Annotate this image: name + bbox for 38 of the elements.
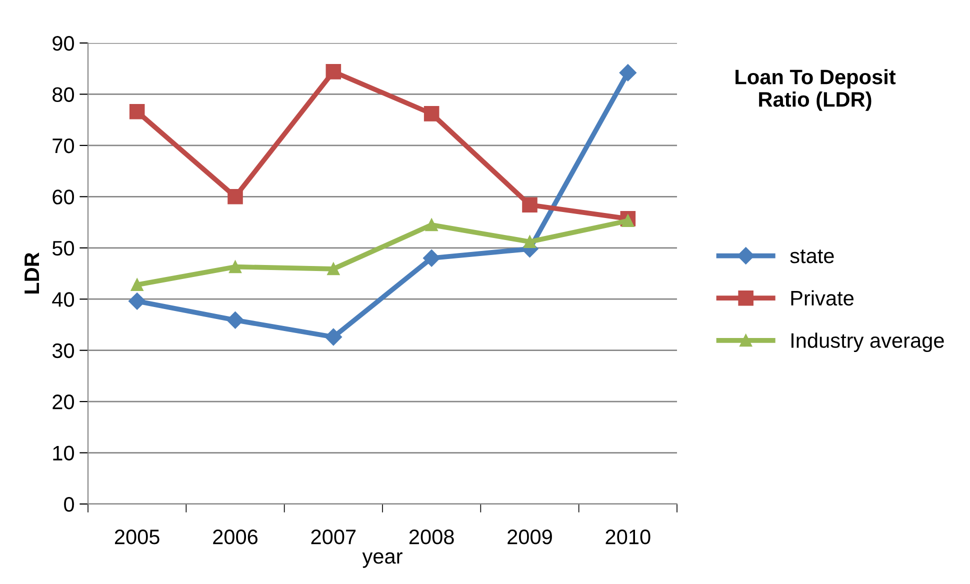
y-tick-label: 20 bbox=[52, 394, 74, 410]
y-tick-label: 0 bbox=[64, 497, 74, 512]
point bbox=[522, 197, 538, 212]
x-tick-label: 2008 bbox=[409, 530, 454, 544]
point bbox=[129, 104, 145, 120]
point bbox=[425, 218, 438, 232]
point bbox=[524, 235, 536, 248]
point bbox=[226, 312, 244, 329]
point bbox=[128, 292, 146, 310]
point bbox=[324, 328, 342, 346]
y-tick-label: 40 bbox=[52, 292, 74, 307]
point bbox=[326, 64, 342, 80]
x-tick-label: 2010 bbox=[606, 530, 650, 544]
x-tick-label: 2005 bbox=[114, 530, 160, 544]
text: Loan To Deposit Ratio (LDR) bbox=[736, 69, 896, 111]
legend-label: Industry average bbox=[792, 332, 944, 352]
y-axis-title: LDR bbox=[24, 252, 39, 294]
y-tick-label: 30 bbox=[52, 343, 74, 358]
point bbox=[327, 262, 340, 276]
point bbox=[130, 278, 144, 292]
y-tick-label: 70 bbox=[52, 138, 74, 154]
point bbox=[229, 260, 242, 274]
y-tick-label: 90 bbox=[52, 36, 74, 51]
point bbox=[228, 189, 243, 204]
point bbox=[619, 64, 636, 82]
y-tick-label: 60 bbox=[52, 190, 74, 204]
legend-label: Private bbox=[791, 290, 854, 306]
y-tick-label: 50 bbox=[52, 240, 74, 256]
x-tick-label: 2009 bbox=[508, 530, 552, 544]
x-tick-label: 2006 bbox=[213, 530, 258, 544]
point bbox=[622, 214, 634, 227]
y-tick-label: 80 bbox=[52, 87, 74, 102]
y-tick-label: 10 bbox=[53, 446, 74, 461]
x-axis-title: year bbox=[362, 552, 402, 568]
legend-label: state bbox=[790, 250, 834, 264]
point bbox=[424, 106, 440, 122]
x-tick-label: 2007 bbox=[311, 530, 356, 544]
point bbox=[423, 250, 440, 267]
